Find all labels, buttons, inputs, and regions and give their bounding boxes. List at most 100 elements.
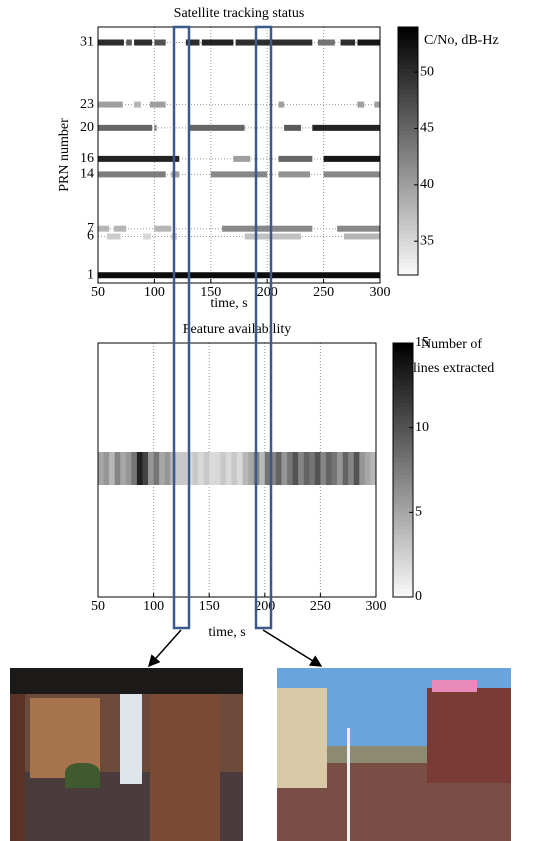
- colorbar-cell: [398, 122, 418, 127]
- colorbar-cell: [393, 495, 413, 501]
- colorbar-cell: [398, 258, 418, 264]
- colorbar-cell: [393, 503, 413, 509]
- colorbar-cell: [393, 465, 413, 471]
- colorbar-cell: [393, 584, 413, 590]
- colorbar-cell: [398, 184, 418, 189]
- track-segment: [107, 233, 121, 240]
- colorbar-cell: [393, 571, 413, 577]
- colorbar-cell: [398, 262, 418, 268]
- colorbar-cell: [398, 229, 418, 235]
- colorbar-cell: [398, 35, 418, 40]
- colorbar-frame: [392, 342, 414, 598]
- colorbar-tick-label: 0: [415, 589, 422, 604]
- photo-alley: [10, 668, 243, 841]
- colorbar-cell: [393, 486, 413, 492]
- colorbar-cell: [398, 208, 418, 214]
- colorbar-tick-label: 15: [415, 335, 429, 350]
- y-tick-label: 7: [87, 221, 94, 236]
- track-segment: [154, 124, 157, 131]
- colorbar-cell: [398, 179, 418, 185]
- track-segment: [201, 39, 234, 46]
- track-segment: [222, 225, 313, 232]
- colorbar-cell: [393, 406, 413, 412]
- y-axis-label: PRN number: [57, 118, 72, 192]
- colorbar-cell: [393, 440, 413, 446]
- x-tick-label: 150: [200, 285, 221, 300]
- wall: [150, 694, 220, 841]
- track-segment: [235, 39, 313, 46]
- colorbar-cell: [393, 550, 413, 556]
- feature-cell: [287, 452, 293, 485]
- colorbar-tick-label: 50: [420, 64, 434, 79]
- feature-cell: [214, 452, 221, 485]
- feature-cell: [248, 452, 254, 485]
- colorbar-cell: [393, 364, 413, 369]
- roof: [10, 668, 243, 694]
- feature-cell: [270, 452, 277, 485]
- track-segment: [278, 171, 311, 178]
- colorbar-cell: [393, 546, 413, 551]
- photo-street: [277, 668, 511, 841]
- colorbar-cell: [393, 563, 413, 568]
- colorbar-tick-label: 35: [420, 233, 434, 248]
- track-segment: [323, 155, 380, 162]
- banner: [432, 680, 477, 692]
- x-tick-label: 50: [91, 285, 105, 300]
- track-segment: [98, 39, 124, 46]
- feature-cell: [114, 452, 121, 485]
- y-tick-label: 1: [87, 267, 94, 282]
- colorbar-cell: [398, 27, 418, 32]
- colorbar-cell: [398, 126, 418, 131]
- arrow: [148, 629, 182, 668]
- arrow: [262, 629, 323, 667]
- x-tick-label: 300: [366, 599, 387, 614]
- track-segment: [284, 124, 302, 131]
- feature-cell: [131, 452, 138, 485]
- feature-cell: [136, 452, 143, 485]
- x-axis-label: time, s: [210, 296, 247, 311]
- track-segment: [343, 233, 380, 240]
- colorbar-cell: [393, 385, 413, 391]
- feature-cell: [142, 452, 149, 485]
- colorbar-cell: [393, 533, 413, 539]
- colorbar-cell: [393, 520, 413, 526]
- colorbar-cell: [398, 159, 418, 164]
- colorbar-cell: [393, 525, 413, 530]
- feature-cell: [242, 452, 249, 485]
- feature-cell: [275, 452, 282, 485]
- feature-cell: [231, 452, 238, 485]
- colorbar-cell: [393, 419, 413, 424]
- colorbar-cell: [398, 68, 418, 73]
- colorbar-tick-label: 40: [420, 177, 434, 192]
- colorbar-cell: [393, 567, 413, 573]
- colorbar-cell: [398, 254, 418, 259]
- x-tick-label: 300: [370, 285, 391, 300]
- colorbar-cell: [398, 163, 418, 169]
- track-segment: [317, 39, 335, 46]
- colorbar-cell: [393, 402, 413, 407]
- colorbar-cell: [393, 592, 413, 598]
- feature-cell: [109, 452, 115, 485]
- track-segment: [323, 171, 380, 178]
- colorbar-cell: [393, 372, 413, 378]
- track-segment: [98, 101, 123, 108]
- colorbar-cell: [398, 155, 418, 160]
- track-segment: [113, 225, 127, 232]
- colorbar-cell: [398, 225, 418, 231]
- colorbar-cell: [398, 76, 418, 82]
- colorbar-cell: [393, 478, 413, 484]
- colorbar-cell: [393, 482, 413, 488]
- highlight-box: [254, 25, 273, 630]
- colorbar-cell: [398, 146, 418, 152]
- track-segment: [188, 124, 245, 131]
- colorbar-cell: [393, 508, 413, 513]
- x-tick-label: 150: [199, 599, 220, 614]
- colorbar-cell: [398, 266, 418, 272]
- colorbar-cell: [398, 130, 418, 135]
- colorbar-cell: [393, 457, 413, 463]
- feature-cell: [309, 452, 316, 485]
- colorbar-cell: [398, 188, 418, 193]
- track-segment: [374, 101, 380, 108]
